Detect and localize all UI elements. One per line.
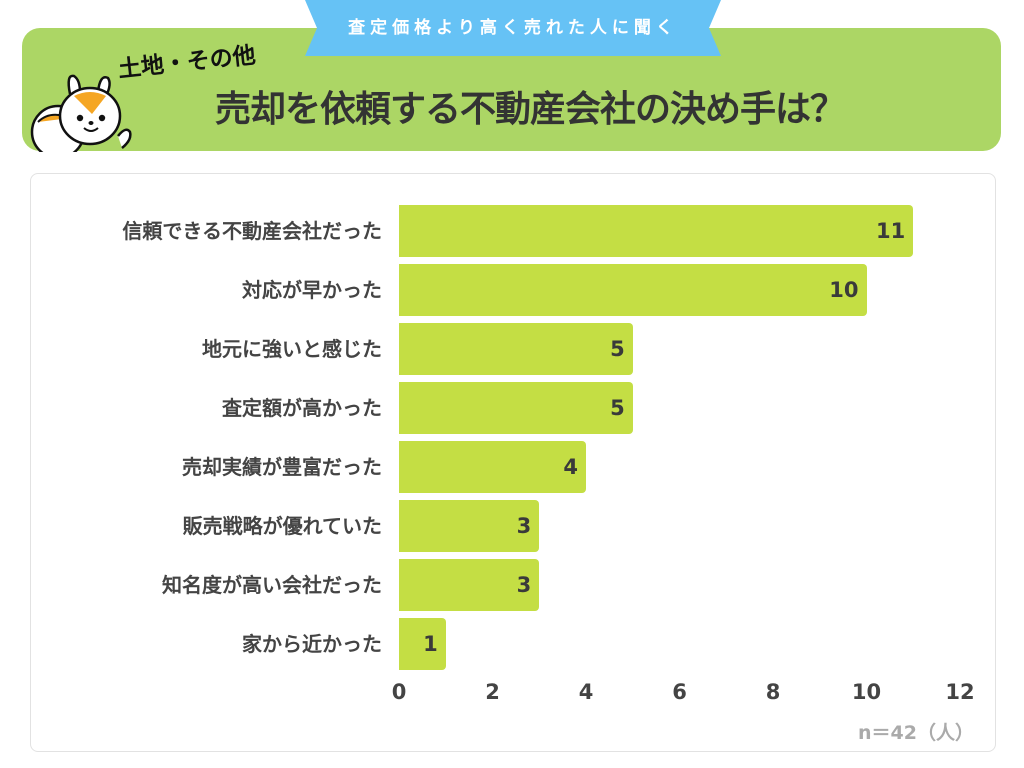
sample-size-note: n＝42（人） [858, 722, 974, 744]
ribbon-text: 査定価格より高く売れた人に聞く [348, 18, 678, 38]
bar-row: 知名度が高い会社だった 3 [0, 559, 1024, 611]
bar-row: 家から近かった 1 [0, 618, 1024, 670]
bar-value: 1 [423, 632, 438, 656]
bar: 3 [399, 500, 540, 552]
x-tick-label: 8 [765, 680, 781, 704]
bar: 5 [399, 382, 633, 434]
bar-row: 地元に強いと感じた 5 [0, 323, 1024, 375]
bar-row: 信頼できる不動産会社だった 11 [0, 205, 1024, 257]
page-title: 売却を依頼する不動産会社の決め手は？ [215, 89, 846, 130]
ribbon-banner: 査定価格より高く売れた人に聞く [305, 0, 721, 56]
category-label: 対応が早かった [242, 278, 382, 302]
bar-row: 対応が早かった 10 [0, 264, 1024, 316]
ribbon-shape [305, 0, 721, 56]
x-tick-label: 4 [578, 680, 594, 704]
category-label: 地元に強いと感じた [202, 337, 382, 361]
x-tick-label: 10 [851, 680, 882, 704]
bar: 5 [399, 323, 633, 375]
bar-row: 販売戦略が優れていた 3 [0, 500, 1024, 552]
bar-value: 11 [876, 219, 906, 243]
x-tick-label: 2 [485, 680, 500, 704]
bar-value: 3 [516, 514, 532, 538]
category-label: 査定額が高かった [222, 396, 382, 420]
bar-value: 10 [829, 278, 859, 302]
bar: 1 [399, 618, 446, 670]
squirrel-mascot-icon [30, 70, 140, 152]
bar: 11 [399, 205, 914, 257]
bar: 4 [399, 441, 586, 493]
category-label: 販売戦略が優れていた [182, 514, 382, 538]
bar-value: 4 [563, 455, 578, 479]
bar-row: 売却実績が豊富だった 4 [0, 441, 1024, 493]
bar: 10 [399, 264, 867, 316]
bar: 3 [399, 559, 540, 611]
category-label: 売却実績が豊富だった [182, 455, 382, 479]
bar-row: 査定額が高かった 5 [0, 382, 1024, 434]
x-tick-label: 12 [945, 680, 975, 704]
x-tick-label: 0 [391, 680, 407, 704]
bar-value: 5 [610, 337, 625, 361]
bar-value: 3 [516, 573, 532, 597]
category-label: 知名度が高い会社だった [162, 573, 382, 597]
x-tick-label: 6 [672, 680, 687, 704]
bar-value: 5 [610, 396, 625, 420]
category-label: 家から近かった [242, 632, 382, 656]
category-label: 信頼できる不動産会社だった [122, 219, 382, 243]
